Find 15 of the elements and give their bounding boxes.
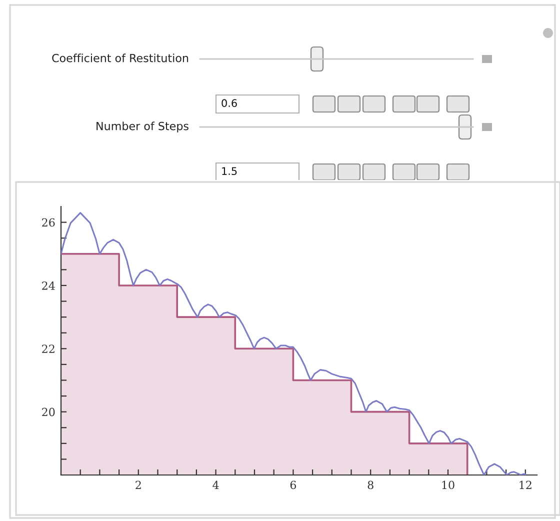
text: Coefficient of Restitution	[52, 54, 188, 62]
line-series	[61, 212, 526, 475]
text: Number of Steps	[96, 122, 188, 132]
y-tick-label: 20	[42, 408, 55, 416]
y-tick-label: 22	[42, 344, 54, 353]
y-tick-label: 24	[42, 281, 55, 290]
x-tick-label: 2	[136, 480, 141, 489]
text: 1.5	[222, 167, 237, 176]
x-tick-label: 6	[290, 480, 296, 490]
x-tick-label: 4	[212, 480, 219, 489]
x-tick-label: 12	[520, 480, 532, 489]
text: 0.6	[222, 99, 237, 108]
x-tick-label: 10	[442, 480, 454, 490]
y-tick-label: 26	[42, 218, 55, 227]
x-tick-label: 8	[368, 480, 374, 490]
